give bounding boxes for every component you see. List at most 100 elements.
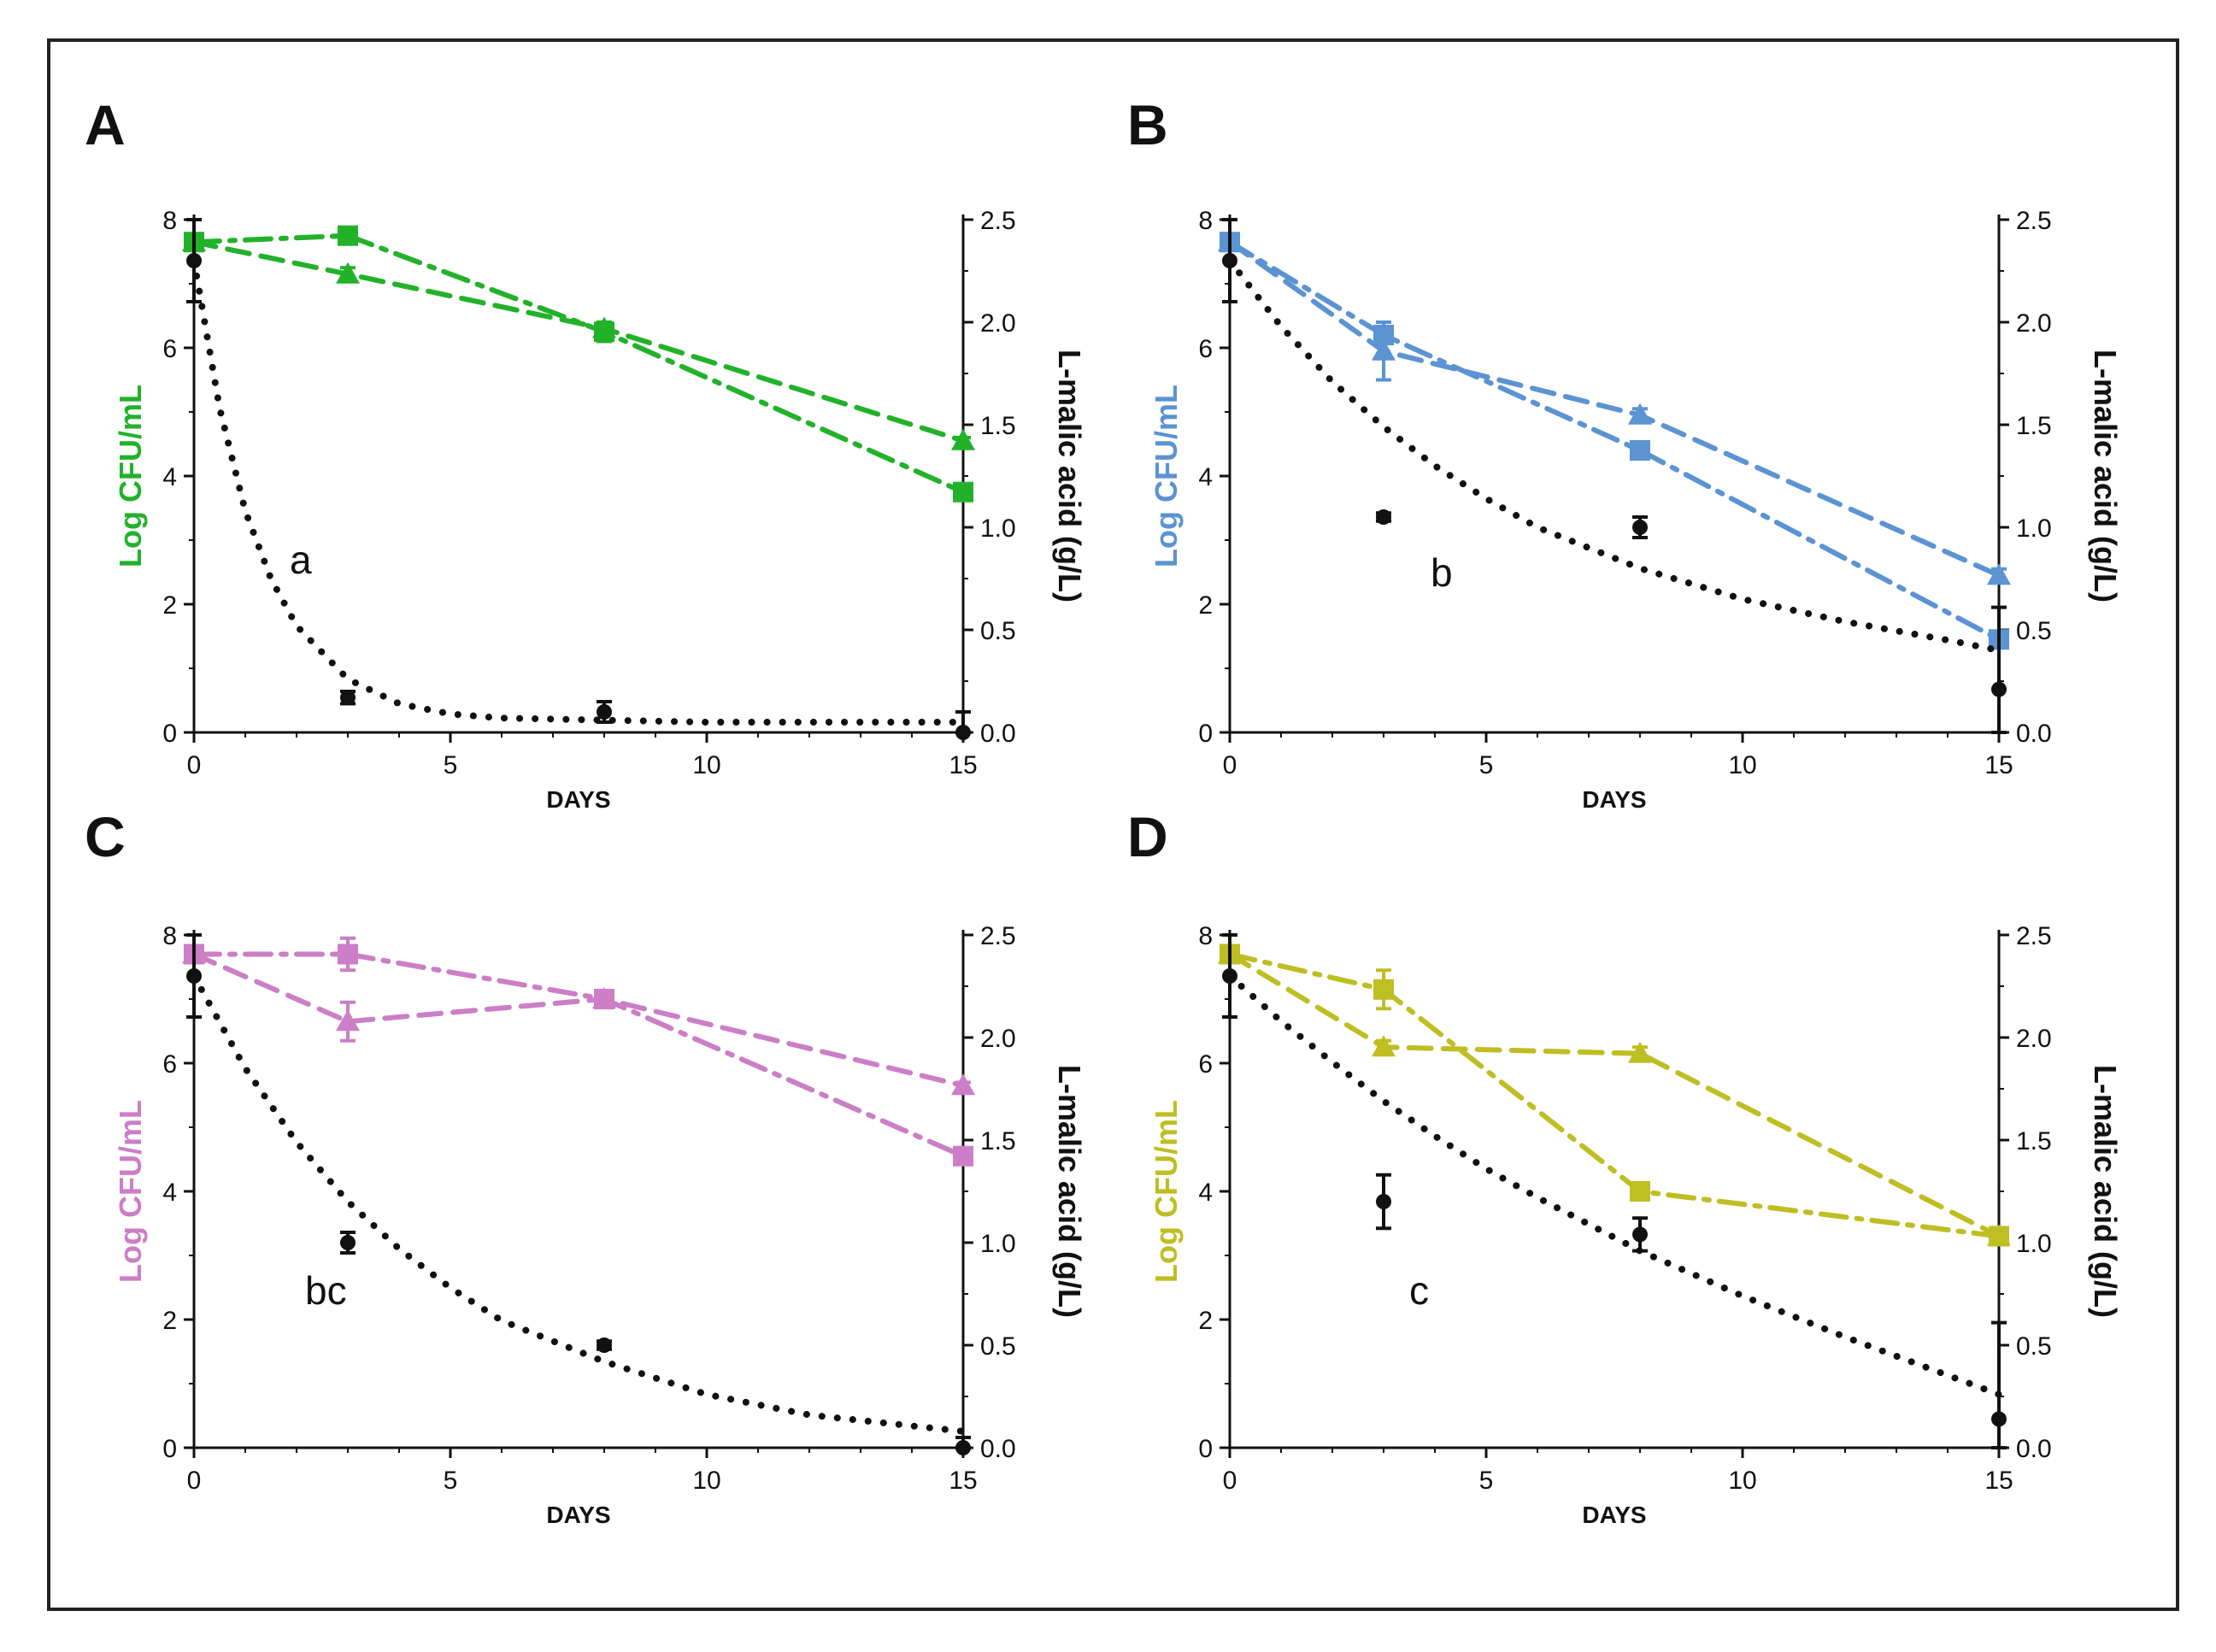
series-fit-curve [191, 973, 967, 1435]
data-point-triangle [1372, 338, 1396, 361]
figure-frame: A 0 5 10 15 0 2 4 6 8 0.0 0.5 1.0 1.5 2.0 2.5 DAYS Log CF… [47, 38, 2179, 1611]
y2-axis-title: L-malic acid (g/L) [1052, 350, 1087, 603]
data-point-circle [955, 1440, 971, 1455]
data-point-triangle [1987, 563, 2011, 585]
series-line [1227, 239, 2001, 579]
data-point-square [953, 481, 973, 503]
x-tick-label: 10 [1728, 1467, 1756, 1495]
x-tick-label: 0 [187, 751, 202, 779]
y2-tick-label: 1.0 [980, 1230, 1016, 1258]
series-triangle [182, 942, 975, 1096]
x-tick-label: 10 [1728, 751, 1756, 779]
y-tick-label: 8 [1198, 207, 1213, 235]
y-tick-label: 8 [1198, 922, 1213, 950]
x-tick-label: 0 [1223, 1467, 1237, 1495]
data-point-circle [1991, 681, 2007, 697]
x-tick-label: 15 [1984, 751, 2013, 779]
y2-tick-label: 1.5 [980, 412, 1016, 440]
y-tick-label: 6 [1198, 1050, 1213, 1079]
y-tick-label: 2 [1198, 591, 1213, 620]
data-point-circle [1991, 1411, 2007, 1427]
annotation-label: a [290, 538, 312, 582]
series-line [191, 951, 966, 1159]
y-tick-label: 2 [162, 591, 177, 620]
x-tick-label: 15 [949, 1467, 977, 1495]
y2-tick-label: 2.0 [2016, 309, 2052, 338]
y2-tick-label: 2.5 [2016, 922, 2052, 950]
panel-b: B 0 5 10 15 0 2 4 6 8 0.0 0.5 1.0 1.5 2.0 2.5 DAYS Log CF… [1127, 93, 2123, 813]
x-axis-title: DAYS [1582, 1502, 1646, 1528]
x-tick-label: 10 [692, 1467, 720, 1495]
data-point-triangle [336, 1009, 360, 1032]
panel-c: C 0 5 10 15 0 2 4 6 8 0.0 0.5 1.0 1.5 2.0 2.5 DAYS Log CF… [85, 805, 1087, 1528]
y2-tick-label: 1.5 [980, 1127, 1016, 1155]
y2-tick-label: 0.5 [2016, 1332, 2052, 1361]
y-tick-label: 2 [1198, 1307, 1213, 1335]
data-point-circle [1376, 509, 1391, 525]
data-point-circle [955, 725, 971, 740]
y-tick-label: 4 [1198, 1179, 1213, 1207]
data-point-circle [597, 1337, 612, 1353]
data-point-square [1373, 979, 1394, 1000]
y-axis-title: Log CFU/mL [113, 1100, 148, 1283]
y2-tick-label: 0.0 [980, 1435, 1016, 1463]
y2-tick-label: 2.5 [980, 207, 1016, 235]
y2-axis-title: L-malic acid (g/L) [1052, 1065, 1087, 1318]
series-square [1220, 944, 2009, 1247]
x-tick-label: 15 [949, 751, 977, 779]
data-point-square [1630, 440, 1650, 461]
series-circle [1222, 218, 2007, 734]
series-line [191, 239, 966, 444]
data-point-square [1630, 1181, 1650, 1202]
y2-tick-label: 2.5 [980, 922, 1016, 950]
data-point-triangle [336, 262, 360, 284]
y2-tick-label: 2.0 [980, 1025, 1016, 1053]
y-tick-label: 6 [1198, 335, 1213, 363]
y-tick-label: 8 [162, 922, 177, 950]
series-line [1227, 239, 2001, 643]
series-fit-curve [191, 257, 967, 726]
y-tick-label: 4 [1198, 463, 1213, 491]
y2-tick-label: 2.0 [2016, 1025, 2052, 1053]
panel-letter: B [1127, 93, 1168, 156]
y-tick-label: 0 [1198, 1435, 1213, 1463]
x-tick-label: 5 [444, 751, 458, 779]
y2-tick-label: 2.5 [2016, 207, 2052, 235]
y-tick-label: 6 [162, 1050, 177, 1079]
series-triangle [1218, 230, 2011, 585]
x-axis-title: DAYS [546, 1502, 610, 1528]
data-point-square [338, 225, 358, 246]
y2-tick-label: 0.0 [2016, 720, 2052, 748]
y2-tick-label: 0.0 [980, 720, 1016, 748]
y-tick-label: 4 [162, 1179, 177, 1207]
series-line [191, 973, 967, 1435]
y2-tick-label: 0.5 [2016, 617, 2052, 645]
panel-letter: A [85, 93, 126, 156]
y2-tick-label: 0.5 [980, 617, 1016, 645]
x-axis-title: DAYS [1582, 786, 1646, 813]
series-triangle [182, 230, 975, 450]
x-tick-label: 5 [1479, 1467, 1494, 1495]
data-point-square [953, 1145, 973, 1167]
data-point-triangle [951, 1073, 975, 1096]
data-point-circle [1376, 1194, 1391, 1209]
data-point-triangle [951, 428, 975, 450]
annotation-label: bc [305, 1268, 347, 1313]
data-point-circle [340, 1235, 356, 1250]
x-tick-label: 15 [1984, 1467, 2013, 1495]
y-tick-label: 0 [162, 1435, 177, 1463]
annotation-label: c [1409, 1268, 1429, 1313]
y-tick-label: 0 [1198, 720, 1213, 748]
panel-a: A 0 5 10 15 0 2 4 6 8 0.0 0.5 1.0 1.5 2.0 2.5 DAYS Log CF… [85, 93, 1087, 813]
data-point-circle [1632, 520, 1648, 535]
figure-svg: A 0 5 10 15 0 2 4 6 8 0.0 0.5 1.0 1.5 2.0 2.5 DAYS Log CF… [85, 93, 2123, 1528]
series-line [1226, 257, 2002, 654]
panel-d: D 0 5 10 15 0 2 4 6 8 0.0 0.5 1.0 1.5 2.0 2.5 DAYS Log CF… [1127, 805, 2123, 1528]
series-line [1227, 951, 2001, 1239]
series-fit-curve [1226, 257, 2002, 654]
data-point-square [338, 944, 358, 965]
y2-tick-label: 1.5 [2016, 1127, 2052, 1155]
y2-tick-label: 0.0 [2016, 1435, 2052, 1463]
y2-tick-label: 1.0 [980, 514, 1016, 543]
data-point-triangle [1987, 1224, 2011, 1246]
